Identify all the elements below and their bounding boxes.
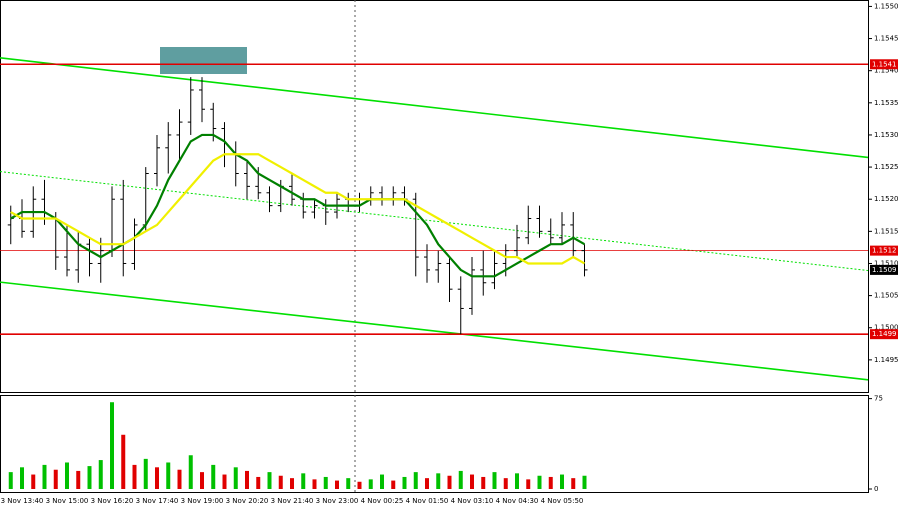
x-tick-label: 3 Nov 20:20 <box>226 497 269 505</box>
volume-bar <box>447 475 452 489</box>
y-tick-label: 1.1495 <box>874 356 899 364</box>
y-tick-label: 0 <box>874 485 878 493</box>
y-tick-label: 1.1510 <box>874 259 899 267</box>
y-tick-label: 1.1525 <box>874 163 899 171</box>
x-tick-label: 3 Nov 21:40 <box>271 497 314 505</box>
volume-bar <box>256 476 261 489</box>
volume-bar <box>42 464 47 489</box>
y-tick-label: 1.1550 <box>874 2 899 10</box>
level-label-box <box>870 329 898 340</box>
volume-bar <box>177 469 182 489</box>
volume-bar <box>132 464 137 489</box>
x-tick-label: 3 Nov 19:00 <box>181 497 224 505</box>
x-tick-label: 4 Nov 00:25 <box>361 497 404 505</box>
volume-bar <box>155 467 159 489</box>
level-label: 1.1509 <box>872 266 897 274</box>
volume-bar <box>301 473 306 489</box>
volume-bar <box>110 402 114 489</box>
volume-bar <box>470 474 474 489</box>
y-tick-label: 1.1535 <box>874 99 899 107</box>
volume-bar <box>76 470 81 489</box>
volume-bar <box>267 472 272 489</box>
moving-average <box>10 153 586 265</box>
level-label-box <box>870 264 898 275</box>
x-tick-label: 4 Nov 04:30 <box>496 497 539 505</box>
volume-bar <box>98 460 103 489</box>
volume-bar <box>290 478 294 489</box>
volume-bar <box>560 474 564 489</box>
level-label: 1.1512 <box>872 247 897 255</box>
volume-bar <box>20 467 24 489</box>
x-tick-label: 3 Nov 16:20 <box>91 497 134 505</box>
volume-bar <box>323 476 328 489</box>
x-tick-label: 3 Nov 17:40 <box>136 497 179 505</box>
y-tick-label: 1.1545 <box>874 35 899 43</box>
volume-bar <box>53 469 58 489</box>
volume-bar <box>31 474 36 489</box>
y-tick-label: 1.1505 <box>874 292 899 300</box>
volume-bar <box>526 479 531 489</box>
zone-marker <box>160 47 247 74</box>
level-label-box <box>870 59 898 70</box>
volume-bar <box>515 473 519 489</box>
level-label: 1.1541 <box>872 60 897 68</box>
x-tick-label: 3 Nov 15:00 <box>46 497 89 505</box>
level-label-box <box>870 245 898 256</box>
volume-bar <box>413 472 418 489</box>
volume-bar <box>188 455 193 489</box>
y-tick-label: 1.1530 <box>874 131 899 139</box>
x-tick-label: 4 Nov 05:50 <box>541 497 584 505</box>
y-tick-label: 1.1515 <box>874 227 899 235</box>
volume-bar <box>571 478 576 489</box>
volume-bar <box>8 472 13 489</box>
volume-bar <box>211 464 216 489</box>
volume-bar <box>222 474 227 489</box>
volume-bar <box>233 467 238 489</box>
volume-bar <box>87 466 92 489</box>
volume-bar <box>481 476 486 489</box>
x-tick-label: 3 Nov 13:40 <box>1 497 44 505</box>
volume-bar <box>166 462 171 489</box>
volume-bar <box>503 478 508 489</box>
volume-bar <box>143 458 148 489</box>
y-tick-label: 1.1540 <box>874 67 899 75</box>
volume-bar <box>582 475 587 489</box>
volume-bar <box>548 476 553 489</box>
volume-bar <box>458 470 463 489</box>
volume-bar <box>391 480 396 489</box>
y-tick-label: 75 <box>874 395 883 403</box>
volume-bar <box>312 479 317 489</box>
trend-line <box>0 57 869 159</box>
volume-bar <box>436 473 441 489</box>
y-tick-label: 1.1500 <box>874 324 899 332</box>
trend-line <box>0 281 869 381</box>
trend-line <box>0 171 869 272</box>
volume-bar <box>346 478 351 489</box>
volume-bar <box>121 434 126 489</box>
volume-panel <box>0 395 869 493</box>
price-panel <box>0 0 869 393</box>
x-tick-label: 3 Nov 23:00 <box>316 497 359 505</box>
volume-bar <box>425 478 429 489</box>
volume-bar <box>65 462 69 489</box>
volume-bar <box>278 475 283 489</box>
volume-bar <box>245 470 249 489</box>
y-tick-label: 1.1520 <box>874 195 899 203</box>
volume-bar <box>335 480 339 489</box>
volume-bar <box>368 479 373 489</box>
volume-bar <box>380 474 384 489</box>
level-label: 1.1499 <box>872 330 897 338</box>
x-tick-label: 4 Nov 01:50 <box>406 497 449 505</box>
volume-bar <box>200 472 204 489</box>
volume-bar <box>537 475 542 489</box>
moving-average <box>10 133 586 278</box>
volume-bar <box>402 476 407 489</box>
x-tick-label: 4 Nov 03:10 <box>451 497 494 505</box>
volume-bar <box>492 472 497 489</box>
volume-bar <box>357 481 362 489</box>
